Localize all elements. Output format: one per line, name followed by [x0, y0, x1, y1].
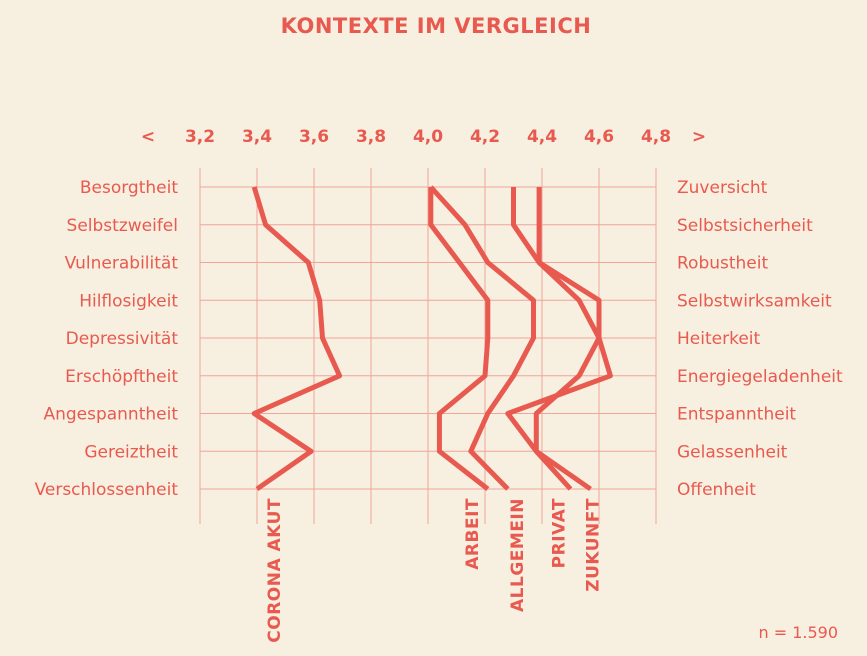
right-category-label: Selbstsicherheit — [677, 216, 813, 236]
series-label: CORONA AKUT — [265, 498, 285, 643]
x-tick-label: 4,6 — [584, 127, 614, 147]
x-tick-label: 4,4 — [527, 127, 557, 147]
left-category-label: Besorgtheit — [80, 178, 178, 198]
right-category-label: Heiterkeit — [677, 329, 761, 349]
left-category-label: Depressivität — [66, 329, 179, 349]
x-tick-label: 3,6 — [299, 127, 329, 147]
left-category-label: Angespanntheit — [43, 405, 178, 425]
left-category-label: Selbstzweifel — [67, 216, 178, 236]
series-line — [428, 187, 491, 491]
grid — [199, 168, 657, 524]
series-label: PRIVAT — [550, 498, 570, 568]
right-category-label: Zuversicht — [677, 178, 768, 198]
series-label: ARBEIT — [463, 498, 483, 570]
series-lines — [251, 185, 613, 492]
series-line — [505, 187, 613, 492]
series-line — [428, 185, 536, 491]
x-tick-label: 3,8 — [356, 127, 386, 147]
right-category-label: Energiegeladenheit — [677, 367, 843, 387]
x-axis: < > 3,2 3,4 3,6 3,8 4,0 4,2 4,4 4,6 4,8 — [141, 127, 706, 147]
series-label: ZUKUNFT — [584, 498, 604, 592]
series-labels: CORONA AKUT ARBEIT ALLGEMEIN PRIVAT ZUKUNFT — [265, 498, 604, 643]
right-category-label: Gelassenheit — [677, 442, 788, 462]
category-labels: Besorgtheit Selbstzweifel Vulnerabilität Hi… — [35, 178, 843, 500]
right-category-label: Entspanntheit — [677, 405, 796, 425]
left-category-label: Hilflosigkeit — [79, 291, 178, 311]
x-tick-label: 4,0 — [413, 127, 443, 147]
series-label: ALLGEMEIN — [508, 498, 528, 612]
left-category-label: Verschlossenheit — [35, 480, 179, 500]
left-category-label: Erschöpftheit — [65, 367, 178, 387]
left-category-label: Vulnerabilität — [65, 254, 179, 274]
x-tick-label: 4,8 — [641, 127, 671, 147]
right-category-label: Selbstwirksamkeit — [677, 291, 832, 311]
series-line — [251, 186, 343, 492]
sample-size-note: n = 1.590 — [758, 623, 838, 642]
x-tick-label: 3,4 — [242, 127, 272, 147]
right-category-label: Offenheit — [677, 480, 756, 500]
arrow-right: > — [692, 127, 706, 147]
x-tick-label: 3,2 — [185, 127, 215, 147]
chart-title: KONTEXTE IM VERGLEICH — [281, 14, 592, 38]
left-category-label: Gereiztheit — [84, 442, 178, 462]
x-tick-label: 4,2 — [470, 127, 500, 147]
arrow-left: < — [141, 127, 155, 147]
right-category-label: Robustheit — [677, 254, 768, 274]
